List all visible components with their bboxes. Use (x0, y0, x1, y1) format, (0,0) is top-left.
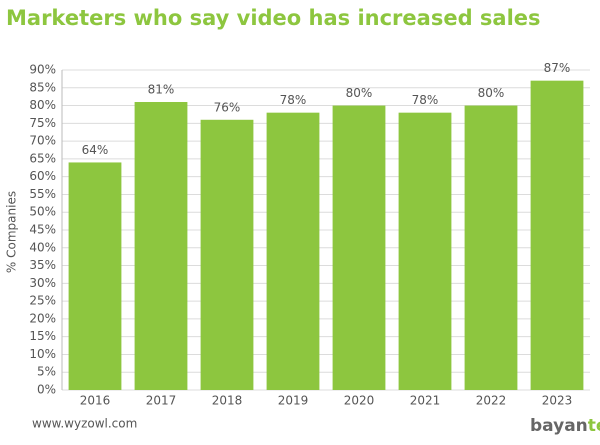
y-tick-label: 50% (29, 205, 56, 219)
value-label: 87% (544, 61, 571, 75)
source: www.wyzowl.com (32, 417, 137, 431)
y-tick-label: 10% (29, 347, 56, 361)
x-tick-label: 2023 (542, 394, 573, 408)
bar (530, 80, 584, 391)
value-label: 80% (478, 86, 505, 100)
y-tick-label: 40% (29, 240, 56, 254)
y-tick-label: 70% (29, 134, 56, 148)
x-tick-label: 2018 (212, 394, 243, 408)
value-label: 80% (346, 86, 373, 100)
value-label: 64% (82, 143, 109, 157)
y-tick-label: 55% (29, 187, 56, 201)
bar (398, 112, 452, 391)
y-tick-label: 25% (29, 294, 56, 308)
y-tick-label: 15% (29, 329, 56, 343)
value-label: 78% (412, 93, 439, 107)
y-axis-label: % Companies (5, 191, 19, 273)
value-label: 81% (148, 83, 175, 97)
x-tick-label: 2021 (410, 394, 441, 408)
bar (68, 162, 122, 390)
bar (266, 112, 320, 391)
logo: bayantech (530, 416, 600, 436)
y-tick-label: 0% (37, 383, 56, 397)
x-tick-label: 2020 (344, 394, 375, 408)
bar (200, 119, 254, 391)
x-tick-label: 2022 (476, 394, 507, 408)
y-tick-label: 60% (29, 169, 56, 183)
y-tick-label: 35% (29, 258, 56, 272)
bar (332, 105, 386, 391)
y-tick-label: 30% (29, 276, 56, 290)
y-tick-label: 80% (29, 98, 56, 112)
y-tick-label: 85% (29, 80, 56, 94)
bar (134, 102, 188, 390)
x-tick-label: 2017 (146, 394, 177, 408)
logo-part: bayan (530, 416, 588, 436)
y-tick-label: 75% (29, 116, 56, 130)
x-tick-label: 2016 (80, 394, 111, 408)
chart-title: Marketers who say video has increased sa… (6, 6, 541, 30)
y-tick-label: 20% (29, 311, 56, 325)
value-label: 78% (280, 93, 307, 107)
logo-part: tech (588, 416, 600, 436)
value-label: 76% (214, 100, 241, 114)
y-tick-label: 65% (29, 151, 56, 165)
bar (464, 105, 518, 391)
y-tick-label: 45% (29, 223, 56, 237)
x-tick-label: 2019 (278, 394, 309, 408)
y-tick-label: 90% (29, 63, 56, 77)
y-tick-label: 5% (37, 365, 56, 379)
